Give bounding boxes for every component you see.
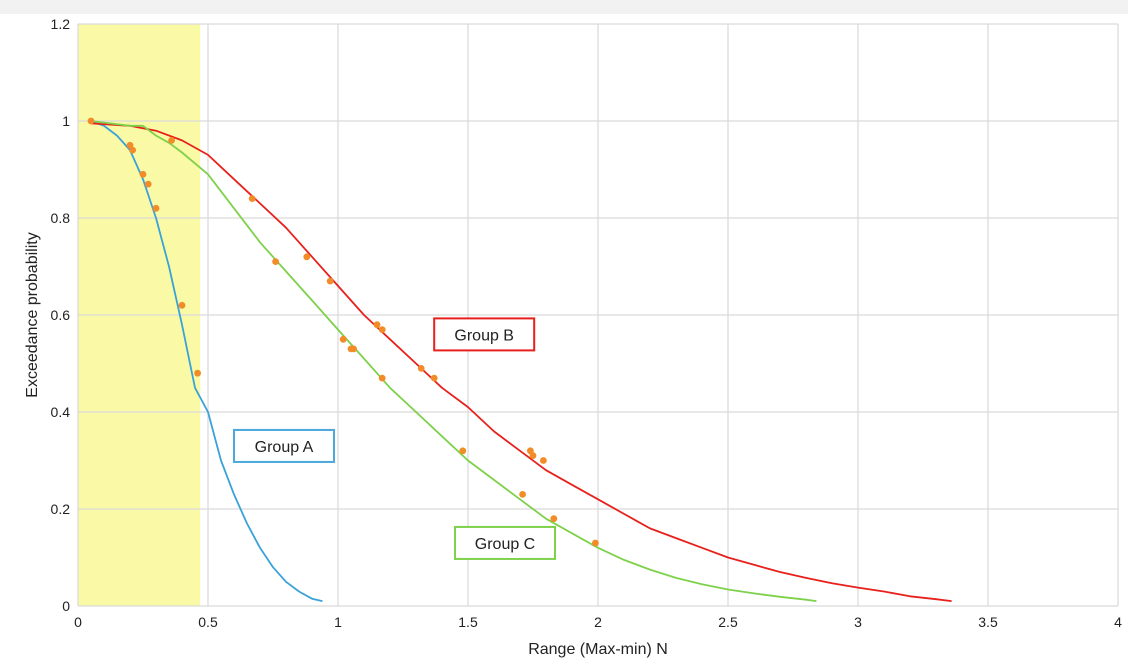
x-axis-title: Range (Max-min) N [528, 641, 668, 658]
data-point [178, 301, 186, 309]
data-point [430, 374, 438, 382]
group-label-box [454, 525, 556, 560]
y-tick-label: 0.8 [51, 210, 71, 226]
data-point [326, 277, 334, 285]
x-tick-labels: 0 0.5 1 1.5 2 2.5 3 3.5 4 [74, 614, 1122, 630]
grid-lines [77, 23, 1119, 607]
x-tick-label: 3.5 [978, 614, 998, 630]
data-point [139, 170, 147, 178]
group-label-text: Group B [454, 327, 514, 344]
data-point [592, 539, 599, 547]
x-tick-label: 0 [74, 614, 82, 630]
data-point [339, 335, 347, 343]
y-tick-label: 1.2 [51, 16, 71, 32]
data-point [373, 321, 381, 329]
data-point [550, 515, 558, 523]
y-tick-label: 0.2 [51, 501, 71, 517]
x-tick-label: 2.5 [718, 614, 738, 630]
data-point [272, 258, 279, 265]
x-tick-label: 0.5 [198, 614, 218, 630]
data-point [519, 491, 526, 498]
data-point [417, 365, 425, 372]
data-point [144, 180, 152, 188]
group-label-box [233, 428, 335, 463]
data-point [303, 253, 311, 261]
y-tick-label: 1 [62, 113, 70, 129]
x-tick-label: 4 [1114, 614, 1122, 630]
x-tick-label: 3 [854, 614, 862, 630]
data-point [87, 117, 95, 125]
series-line-2 [90, 122, 952, 602]
data-point [529, 452, 537, 459]
y-axis-title: Exceedance probability [24, 232, 41, 397]
data-point [459, 447, 467, 455]
data-point [152, 204, 160, 212]
series-line-3 [90, 120, 817, 602]
data-point [248, 195, 256, 203]
data-point [350, 345, 357, 353]
data-point [540, 457, 547, 464]
y-tick-label: 0.4 [51, 404, 71, 420]
x-tick-label: 1.5 [458, 614, 478, 630]
data-point [194, 369, 202, 377]
data-point [378, 326, 386, 333]
group-label-text: Group A [255, 439, 314, 456]
group-labels: Group A Group B Group C [233, 317, 556, 560]
data-point [378, 374, 386, 382]
group-label-box [433, 317, 536, 352]
y-tick-labels: 0 0.2 0.4 0.6 0.8 1 1.2 [51, 16, 71, 614]
data-point [168, 137, 176, 144]
data-points [87, 117, 599, 547]
group-label-text: Group C [475, 536, 535, 553]
top-strip [0, 0, 1128, 14]
data-point [129, 146, 137, 154]
x-tick-label: 1 [334, 614, 342, 630]
y-tick-label: 0 [62, 598, 70, 614]
x-tick-label: 2 [594, 614, 602, 630]
y-tick-label: 0.6 [51, 307, 71, 323]
